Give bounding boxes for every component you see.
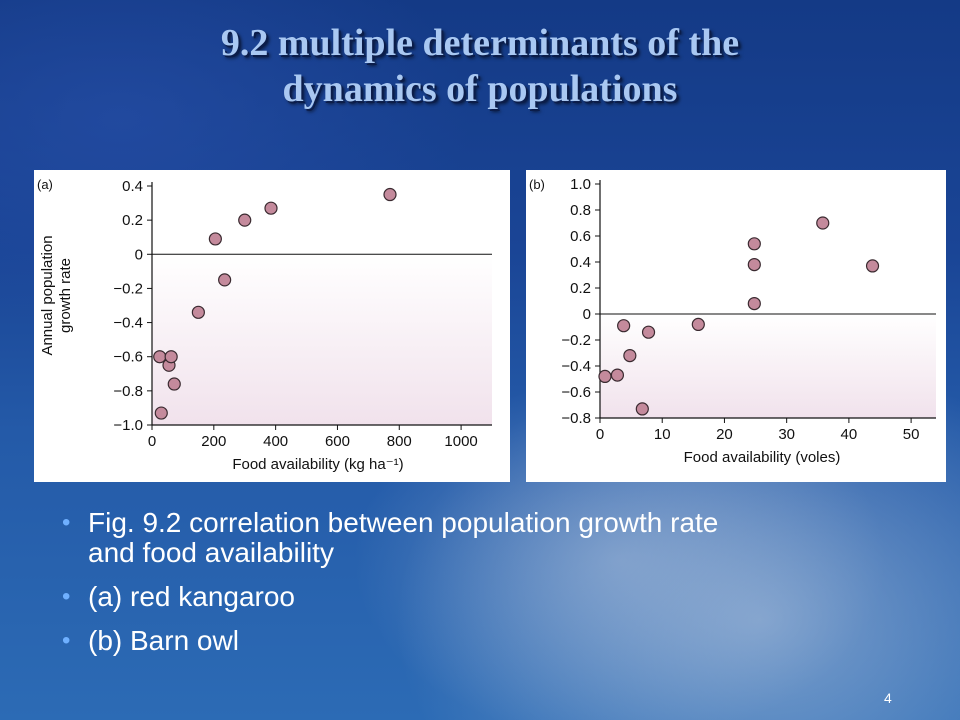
chart-panel-b: 1.0 0.8 0.6 0.4 0.2 0 −0.2 −0.4 −0.6 −0.8 0 10 20 30 4… bbox=[526, 170, 946, 482]
data-point bbox=[747, 237, 761, 251]
bullet-item: • (b) Barn owl bbox=[62, 626, 762, 656]
x-tick-label: 1000 bbox=[444, 433, 477, 450]
x-tick-label: 20 bbox=[716, 426, 733, 443]
x-tick-label: 200 bbox=[201, 433, 226, 450]
x-axis-label: Food availability (voles) bbox=[684, 449, 841, 466]
slide-title: 9.2 multiple determinants of the dynamic… bbox=[0, 20, 960, 112]
x-tick-label: 800 bbox=[387, 433, 412, 450]
data-point bbox=[218, 273, 232, 287]
data-point bbox=[617, 319, 631, 333]
x-tick-label: 0 bbox=[596, 426, 604, 443]
bullet-text: (b) Barn owl bbox=[88, 625, 239, 656]
x-tick-label: 400 bbox=[263, 433, 288, 450]
y-tick-label: −0.6 bbox=[561, 384, 591, 401]
chart-b-svg: 1.0 0.8 0.6 0.4 0.2 0 −0.2 −0.4 −0.6 −0.8 0 10 20 30 4… bbox=[529, 176, 936, 466]
data-point bbox=[238, 213, 252, 227]
slide-title-line1: 9.2 multiple determinants of the bbox=[220, 22, 740, 64]
bullet-text: (a) red kangaroo bbox=[88, 581, 296, 612]
x-tick-label: 10 bbox=[654, 426, 671, 443]
data-point bbox=[167, 377, 181, 391]
y-tick-label: 0 bbox=[583, 306, 591, 323]
data-point bbox=[208, 232, 222, 246]
data-point bbox=[153, 350, 167, 364]
y-axis-label: growth rate bbox=[57, 258, 74, 333]
data-point bbox=[164, 350, 178, 364]
data-point bbox=[635, 402, 649, 416]
y-tick-label: 0.8 bbox=[570, 202, 591, 219]
data-point bbox=[691, 317, 705, 331]
bullet-dot-icon: • bbox=[62, 509, 71, 536]
data-point bbox=[623, 349, 637, 363]
data-point bbox=[264, 201, 278, 215]
y-tick-label: 0.4 bbox=[570, 254, 591, 271]
y-tick-label: −0.8 bbox=[113, 383, 143, 400]
y-tick-label: −0.4 bbox=[561, 358, 591, 375]
negative-region-shading bbox=[152, 254, 492, 425]
y-tick-label: −0.8 bbox=[561, 410, 591, 427]
y-tick-label: 0.2 bbox=[122, 212, 143, 229]
data-point bbox=[610, 368, 625, 382]
bullet-item: • Fig. 9.2 correlation between populatio… bbox=[62, 508, 762, 568]
slide-title-line2: dynamics of populations bbox=[282, 68, 678, 110]
y-tick-label: 0.2 bbox=[570, 280, 591, 297]
panel-label: (a) bbox=[37, 177, 53, 192]
y-tick-label: −1.0 bbox=[113, 417, 143, 434]
y-tick-label: 0.6 bbox=[570, 228, 591, 245]
panel-label: (b) bbox=[529, 177, 545, 192]
x-tick-label: 30 bbox=[778, 426, 795, 443]
data-point bbox=[383, 187, 397, 202]
data-point bbox=[598, 369, 612, 383]
bullet-dot-icon: • bbox=[62, 627, 71, 654]
y-tick-label: 1.0 bbox=[570, 176, 591, 193]
bullet-dot-icon: • bbox=[62, 583, 71, 610]
page-number: 4 bbox=[884, 690, 892, 706]
y-axis-label: Annual population bbox=[39, 235, 56, 355]
x-tick-label: 600 bbox=[325, 433, 350, 450]
data-point bbox=[865, 259, 880, 273]
data-point bbox=[191, 305, 205, 319]
y-tick-label: −0.2 bbox=[561, 332, 591, 349]
y-tick-label: −0.6 bbox=[113, 349, 143, 366]
negative-region-shading bbox=[600, 314, 936, 418]
data-point bbox=[747, 257, 761, 272]
data-point bbox=[641, 325, 656, 339]
x-tick-label: 40 bbox=[841, 426, 858, 443]
y-tick-label: −0.2 bbox=[113, 280, 143, 297]
chart-a-svg: 0.4 0.2 0 −0.2 −0.4 −0.6 −0.8 −1.0 0 200 400 600 800… bbox=[37, 177, 492, 473]
x-tick-label: 0 bbox=[148, 433, 156, 450]
y-tick-label: −0.4 bbox=[113, 315, 143, 332]
data-point bbox=[747, 297, 761, 311]
bullet-text: Fig. 9.2 correlation between population … bbox=[88, 507, 719, 568]
x-axis-label: Food availability (kg ha⁻¹) bbox=[232, 456, 403, 473]
bullet-list: • Fig. 9.2 correlation between populatio… bbox=[62, 508, 762, 670]
data-point bbox=[816, 216, 830, 230]
chart-panel-a: 0.4 0.2 0 −0.2 −0.4 −0.6 −0.8 −1.0 0 200 400 600 800… bbox=[34, 170, 510, 482]
bullet-item: • (a) red kangaroo bbox=[62, 582, 762, 612]
data-point bbox=[154, 406, 168, 420]
y-tick-label: 0.4 bbox=[122, 178, 143, 195]
x-tick-label: 50 bbox=[903, 426, 920, 443]
y-tick-label: 0 bbox=[135, 246, 143, 263]
